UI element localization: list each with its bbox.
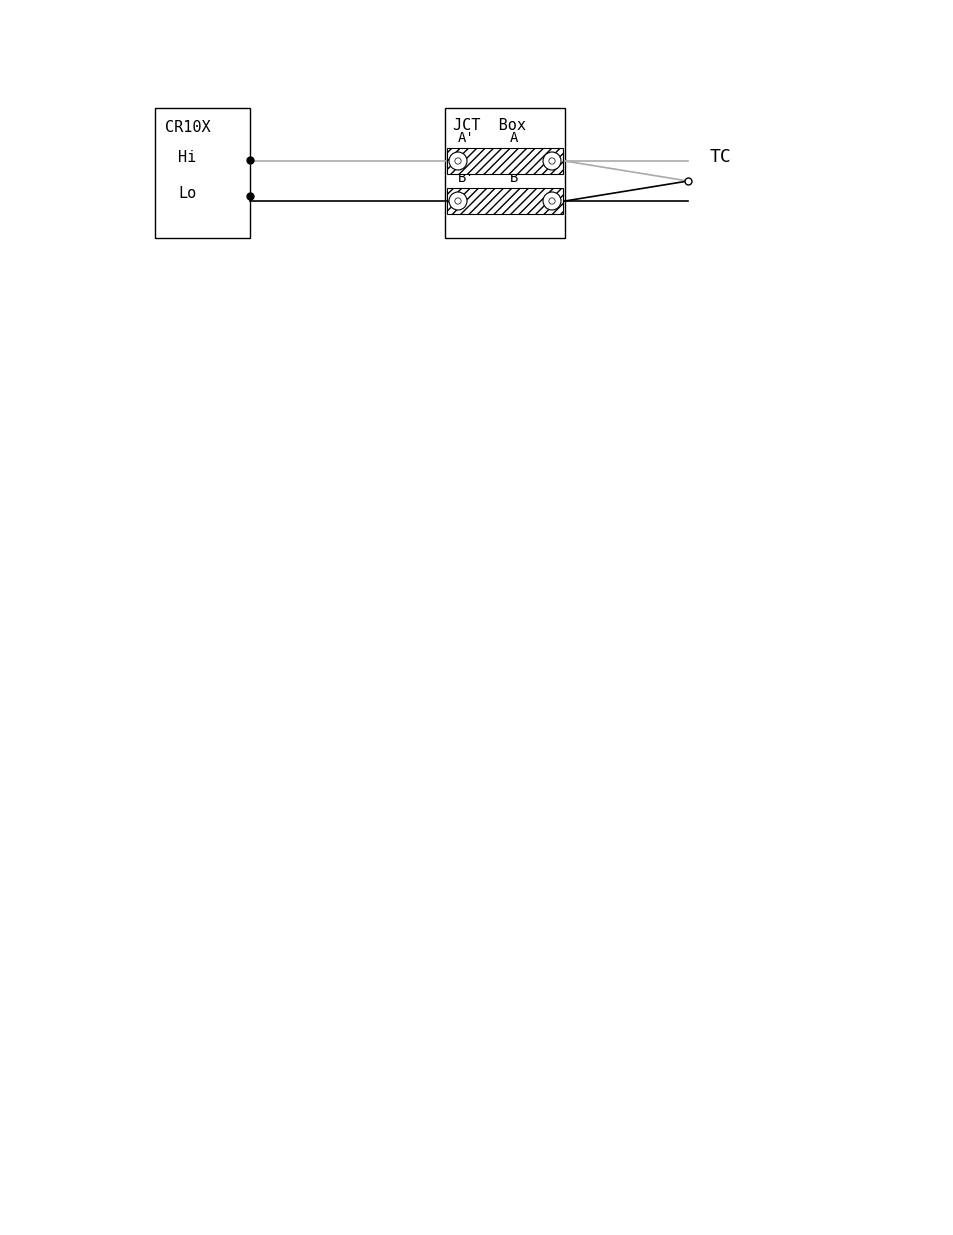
Bar (447, 188, 562, 214)
Text: B: B (510, 170, 517, 185)
Bar (447, 148, 562, 174)
Text: JCT  Box: JCT Box (453, 119, 525, 133)
Text: TC: TC (709, 148, 731, 165)
Bar (444, 107, 564, 238)
Text: Lo: Lo (178, 186, 196, 201)
Circle shape (548, 158, 555, 164)
Text: Hi: Hi (178, 151, 196, 165)
Circle shape (449, 152, 467, 170)
Text: CR10X: CR10X (165, 120, 211, 135)
Text: A': A' (457, 131, 475, 144)
Circle shape (449, 191, 467, 210)
Circle shape (542, 191, 560, 210)
Text: B': B' (457, 170, 475, 185)
Circle shape (542, 152, 560, 170)
Circle shape (548, 198, 555, 204)
Circle shape (455, 158, 460, 164)
Text: A: A (510, 131, 517, 144)
Bar (154, 107, 250, 238)
Circle shape (455, 198, 460, 204)
